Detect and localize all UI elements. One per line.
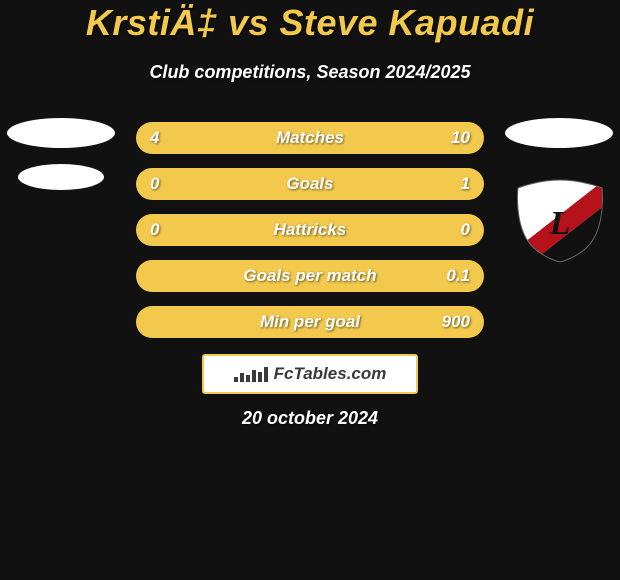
placeholder-ellipse [18,164,104,190]
watermark-bar [240,373,244,382]
watermark-bar [264,367,268,382]
watermark-box: FcTables.com [202,354,418,394]
stat-row: Goals per match0.1 [136,260,484,292]
watermark-bar [234,377,238,382]
stat-value-left: 4 [150,122,159,154]
stat-label: Hattricks [136,214,484,246]
stat-value-right: 1 [461,168,470,200]
stat-label: Goals per match [136,260,484,292]
watermark-bar [246,375,250,382]
watermark-text: FcTables.com [274,364,387,384]
placeholder-ellipse [7,118,115,148]
stat-value-right: 0.1 [446,260,470,292]
subtitle: Club competitions, Season 2024/2025 [0,62,620,83]
stat-row: Goals0 1 [136,168,484,200]
page-title: KrstiÄ‡ vs Steve Kapuadi [0,2,620,44]
watermark-bar [252,370,256,382]
stat-value-right: 900 [442,306,470,338]
stat-value-left: 0 [150,168,159,200]
watermark-bars-icon [234,367,268,382]
watermark-bar [258,372,262,382]
placeholder-ellipse [505,118,613,148]
stat-value-right: 0 [461,214,470,246]
stat-label: Goals [136,168,484,200]
stat-rows: Matches410Goals01Hattricks00Goals per ma… [136,122,484,352]
stat-value-right: 10 [451,122,470,154]
date-text: 20 october 2024 [0,408,620,429]
badge-letter: L [549,205,571,242]
stat-row: Hattricks0 0 [136,214,484,246]
stat-label: Matches [136,122,484,154]
stat-value-left: 0 [150,214,159,246]
stat-row: Matches4 10 [136,122,484,154]
club-badge: L [510,178,610,264]
stat-label: Min per goal [136,306,484,338]
stat-row: Min per goal900 [136,306,484,338]
